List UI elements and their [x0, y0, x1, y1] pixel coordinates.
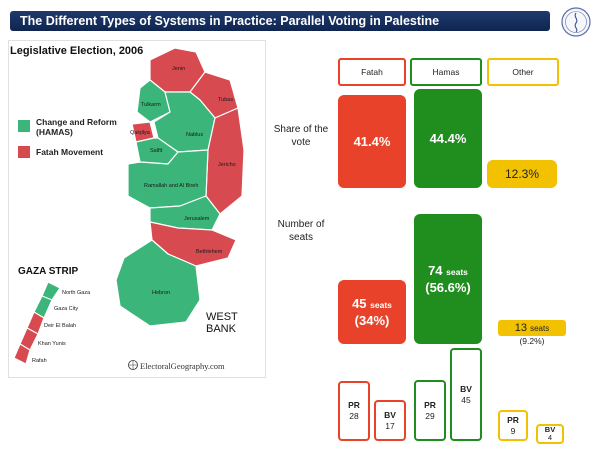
vote-share-other-value: 12.3%	[504, 167, 540, 181]
seat-type-label: PR	[424, 399, 436, 410]
place-label: Nablus	[186, 132, 203, 138]
row-label-vote-share: Share of the vote	[273, 124, 329, 148]
seat-count-value: 45	[461, 394, 471, 405]
place-label: Jenin	[172, 66, 185, 72]
vote-share-fatah-value: 41.4%	[353, 133, 391, 149]
seat-breakdown-fatah-pr: PR 28	[338, 381, 370, 441]
place-label: Bethlehem	[196, 249, 223, 255]
place-label: Qalqilya	[130, 130, 151, 136]
seats-fatah-unit: seats	[370, 299, 392, 310]
place-label: Ramallah and Al Bireh	[144, 183, 198, 189]
district-rafah	[13, 343, 31, 365]
seats-fatah: 45 seats (34%)	[338, 280, 406, 344]
legend-swatch-hamas	[18, 120, 30, 132]
seats-other: 13 seats	[498, 320, 566, 336]
seat-count-value: 29	[425, 410, 435, 421]
place-label: North Gaza	[62, 290, 91, 296]
seats-other-count: 13	[514, 322, 528, 334]
district-ramallah	[127, 149, 209, 209]
slide-title: The Different Types of Systems in Practi…	[10, 11, 550, 31]
vote-share-fatah: 41.4%	[338, 95, 406, 188]
seat-type-label: PR	[507, 414, 519, 425]
map-title: Legislative Election, 2006	[10, 45, 144, 57]
legend-swatch-fatah	[18, 146, 30, 158]
place-label: Tubas	[218, 97, 233, 103]
seats-hamas: 74 seats (56.6%)	[414, 214, 482, 344]
place-label: Hebron	[152, 290, 170, 296]
seat-count-value: 28	[349, 411, 359, 421]
place-label: Jericho	[218, 162, 236, 168]
seats-fatah-line1: 45 seats	[352, 296, 392, 313]
university-seal-logo	[561, 7, 591, 37]
row-label-seats: Number of seats	[277, 219, 325, 243]
party-header-other: Other	[487, 58, 559, 86]
place-label: Khan Yunis	[38, 341, 66, 347]
seat-breakdown-other-pr: PR 9	[498, 410, 528, 441]
seat-type-label: BV	[544, 425, 556, 434]
vote-share-other: 12.3%	[487, 160, 557, 188]
vote-share-hamas-value: 44.4%	[429, 130, 467, 146]
map-credit: ElectoralGeography.com	[140, 361, 225, 371]
seats-other-line1: 13 seats	[515, 322, 549, 334]
seat-count-value: 9	[510, 425, 516, 436]
seat-count-value: 17	[385, 420, 395, 431]
seat-count-value: 4	[547, 433, 553, 442]
seats-other-share: (9.2%)	[519, 336, 545, 346]
seat-breakdown-hamas-bv: BV 45	[450, 348, 482, 441]
seats-hamas-unit: seats	[446, 266, 468, 277]
legend-label-hamas: Change and Reform (HAMAS)	[36, 117, 117, 137]
place-label: Salfit	[150, 148, 163, 154]
place-label: Deir El Balah	[44, 323, 76, 329]
legend-label-fatah: Fatah Movement	[36, 147, 104, 157]
west-bank-label: WEST BANK	[206, 311, 238, 335]
seat-breakdown-hamas-pr: PR 29	[414, 380, 446, 441]
seat-type-label: PR	[348, 400, 360, 410]
place-label: Jerusalem	[184, 216, 210, 222]
gaza-strip-label: GAZA STRIP	[18, 266, 79, 277]
seat-type-label: BV	[384, 409, 396, 420]
party-header-fatah: Fatah	[338, 58, 406, 86]
place-label: Gaza City	[54, 306, 78, 312]
district-hebron	[115, 239, 201, 327]
place-label: Tulkarm	[141, 102, 161, 108]
place-label: Rafah	[32, 358, 47, 364]
seats-hamas-line1: 74 seats	[428, 263, 468, 280]
globe-icon	[128, 360, 138, 370]
seat-breakdown-other-bv: BV 4	[536, 424, 564, 444]
vote-share-hamas: 44.4%	[414, 89, 482, 188]
seats-hamas-share: (56.6%)	[425, 279, 471, 295]
seats-other-unit: seats	[530, 324, 550, 333]
seats-hamas-count: 74	[428, 262, 443, 278]
seats-fatah-count: 45	[352, 295, 367, 311]
seats-fatah-share: (34%)	[354, 312, 390, 328]
seat-breakdown-fatah-bv: BV 17	[374, 400, 406, 441]
seat-type-label: BV	[460, 383, 472, 394]
party-header-hamas: Hamas	[410, 58, 482, 86]
